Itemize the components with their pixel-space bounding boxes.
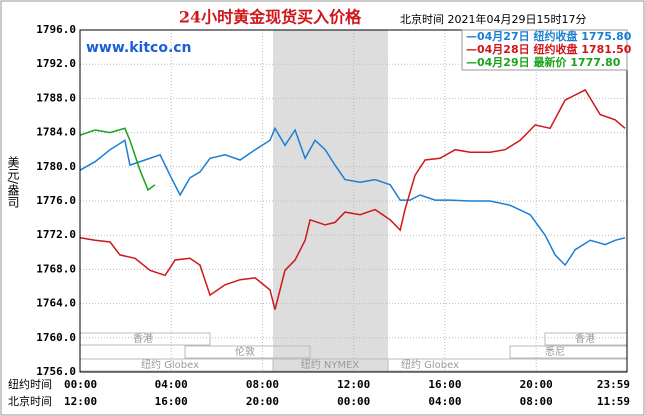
y-axis-label: 美元/盎司: [6, 156, 20, 208]
x2-tick-label: 16:00: [155, 395, 188, 408]
y-tick-label: 1784.0: [36, 126, 76, 139]
x-tick-label: 04:00: [155, 378, 188, 391]
x2-tick-label: 20:00: [246, 395, 279, 408]
series-line: [79, 127, 156, 192]
y-tick-label: 1780.0: [36, 160, 76, 173]
legend-entry: —04月28日 纽约收盘 1781.50: [466, 42, 632, 56]
y-tick-label: 1796.0: [36, 23, 76, 36]
site: www.kitco.cn: [86, 40, 192, 56]
series-line: [79, 126, 626, 267]
x2-tick-label: 12:00: [64, 395, 97, 408]
market-label: 伦敦: [235, 345, 255, 358]
market-band: [184, 345, 311, 359]
legend-entry: —04月29日 最新价 1777.80: [466, 55, 621, 69]
x2-tick-label: 00:00: [337, 395, 370, 408]
x-tick-label: 16:00: [428, 378, 461, 391]
row-label: 北京时间: [8, 394, 52, 408]
x-tick-label: 20:00: [520, 378, 553, 391]
y-tick-label: 1788.0: [36, 91, 76, 104]
market-label: 纽约 Globex: [141, 358, 199, 371]
y-tick-label: 1760.0: [36, 331, 76, 344]
x-tick-label: 08:00: [246, 378, 279, 391]
y-tick-label: 1776.0: [36, 194, 76, 207]
market-label: 悉尼: [545, 346, 565, 358]
market-label: 纽约 NYMEX: [301, 358, 360, 371]
y-tick-label: 1764.0: [36, 297, 76, 310]
market-label: 香港: [575, 333, 595, 345]
market-label: 纽约 Globex: [401, 358, 459, 371]
chart-title: 24小时黄金现货买入价格: [179, 8, 362, 27]
market-label: 香港: [133, 333, 153, 345]
y-tick-label: 1756.0: [36, 365, 76, 378]
y-tick-label: 1792.0: [36, 57, 76, 70]
legend-entry: —04月27日 纽约收盘 1775.80: [466, 29, 632, 43]
x-tick-label: 23:59: [597, 378, 630, 391]
plot-border: [79, 29, 628, 373]
x2-tick-label: 08:00: [520, 395, 553, 408]
legend: [461, 29, 628, 71]
timestamp: 北京时间 2021年04月29日15时17分: [400, 12, 586, 26]
y-tick-label: 1768.0: [36, 262, 76, 275]
row-label: 纽约时间: [8, 377, 52, 391]
y-tick-label: 1772.0: [36, 228, 76, 241]
series-line: [79, 88, 626, 310]
x-tick-label: 12:00: [337, 378, 370, 391]
x2-tick-label: 04:00: [428, 395, 461, 408]
x2-tick-label: 11:59: [597, 395, 630, 408]
x-tick-label: 00:00: [64, 378, 97, 391]
